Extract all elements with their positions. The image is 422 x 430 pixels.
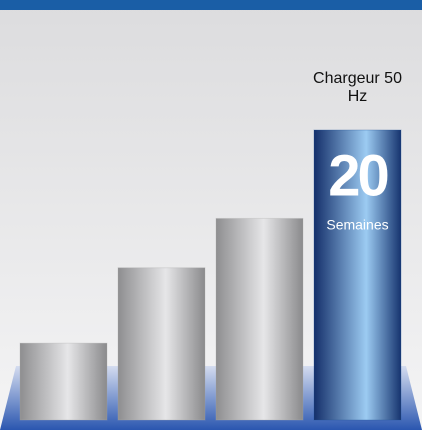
bar [19,342,108,421]
bar [313,129,402,421]
bar [215,217,304,421]
top-band [0,0,422,10]
value-label: 20 [328,143,387,208]
category-label: Chargeur 50 Hz [313,70,402,105]
unit-label: Semaines [326,217,388,233]
bar [117,267,206,421]
